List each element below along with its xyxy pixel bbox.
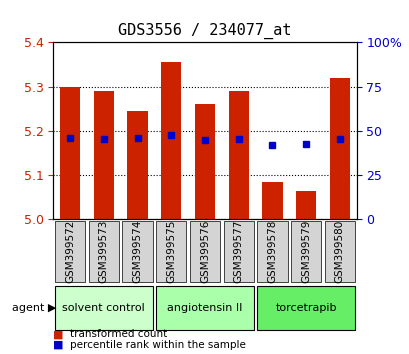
Bar <box>295 191 315 219</box>
Text: GSM399573: GSM399573 <box>99 219 109 283</box>
Text: solvent control: solvent control <box>62 303 145 313</box>
FancyBboxPatch shape <box>189 221 220 282</box>
Text: agent ▶: agent ▶ <box>12 303 56 313</box>
FancyBboxPatch shape <box>156 221 186 282</box>
FancyBboxPatch shape <box>290 221 321 282</box>
FancyBboxPatch shape <box>55 286 153 330</box>
FancyBboxPatch shape <box>55 221 85 282</box>
Bar <box>127 111 147 219</box>
Text: GSM399579: GSM399579 <box>300 219 310 283</box>
FancyBboxPatch shape <box>122 221 153 282</box>
Text: GSM399577: GSM399577 <box>233 219 243 283</box>
Bar <box>60 87 80 219</box>
Bar <box>94 91 114 219</box>
Text: GSM399578: GSM399578 <box>267 219 277 283</box>
Text: torcetrapib: torcetrapib <box>275 303 336 313</box>
FancyBboxPatch shape <box>88 221 119 282</box>
Bar <box>228 91 248 219</box>
Bar <box>194 104 215 219</box>
Text: ■: ■ <box>53 340 64 350</box>
Text: ■: ■ <box>53 329 64 339</box>
FancyBboxPatch shape <box>256 221 287 282</box>
Text: GSM399572: GSM399572 <box>65 219 75 283</box>
FancyBboxPatch shape <box>223 221 253 282</box>
Bar <box>161 62 181 219</box>
Text: GSM399575: GSM399575 <box>166 219 176 283</box>
Text: GSM399576: GSM399576 <box>200 219 209 283</box>
Text: percentile rank within the sample: percentile rank within the sample <box>70 340 245 350</box>
Text: GDS3556 / 234077_at: GDS3556 / 234077_at <box>118 23 291 39</box>
FancyBboxPatch shape <box>256 286 354 330</box>
Text: GSM399574: GSM399574 <box>132 219 142 283</box>
Bar <box>329 78 349 219</box>
FancyBboxPatch shape <box>324 221 354 282</box>
Text: GSM399580: GSM399580 <box>334 220 344 283</box>
FancyBboxPatch shape <box>156 286 253 330</box>
Text: transformed count: transformed count <box>70 329 166 339</box>
Bar <box>262 182 282 219</box>
Text: angiotensin II: angiotensin II <box>167 303 242 313</box>
